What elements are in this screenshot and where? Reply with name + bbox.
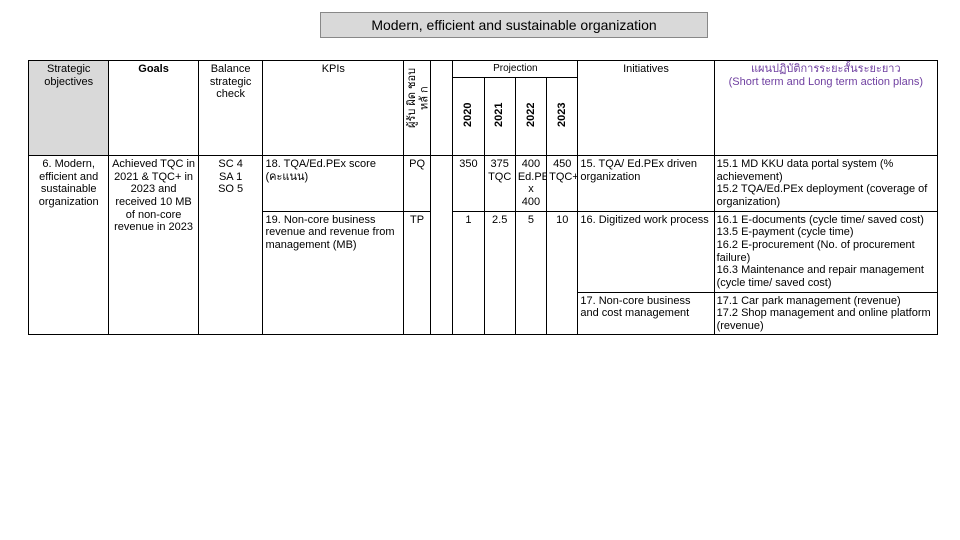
cell-so: 6. Modern, efficient and sustainable org…: [29, 156, 109, 335]
header-row-1: Strategic objectives Goals Balance strat…: [29, 61, 938, 78]
hdr-responsible: ผู้รับ ผิด ชอบหลั ก: [404, 61, 431, 156]
cell-2023b: 10: [547, 211, 578, 335]
hdr-so: Strategic objectives: [29, 61, 109, 156]
cell-2021b: 2.5: [484, 211, 515, 335]
cell-2020a: 350: [453, 156, 484, 212]
cell-blank: [430, 156, 452, 335]
hdr-2021: 2021: [484, 77, 515, 156]
strategy-table: Strategic objectives Goals Balance strat…: [28, 60, 938, 335]
hdr-bsc: Balance strategic check: [198, 61, 263, 156]
cell-2020b: 1: [453, 211, 484, 335]
cell-rot-a: PQ: [404, 156, 431, 212]
cell-2021a: 375 TQC: [484, 156, 515, 212]
cell-bsc: SC 4 SA 1 SO 5: [198, 156, 263, 335]
hdr-projection: Projection: [453, 61, 578, 78]
cell-rot-b: TP: [404, 211, 431, 335]
hdr-2020: 2020: [453, 77, 484, 156]
cell-2022b: 5: [515, 211, 546, 335]
cell-init-3: 17. Non-core business and cost managemen…: [578, 292, 714, 335]
table-row: 6. Modern, efficient and sustainable org…: [29, 156, 938, 212]
cell-init-1: 15. TQA/ Ed.PEx driven organization: [578, 156, 714, 212]
cell-plan-2: 16.1 E-documents (cycle time/ saved cost…: [714, 211, 937, 292]
hdr-initiatives: Initiatives: [578, 61, 714, 156]
hdr-2023: 2023: [547, 77, 578, 156]
cell-init-2: 16. Digitized work process: [578, 211, 714, 292]
cell-plan-1: 15.1 MD KKU data portal system (% achiev…: [714, 156, 937, 212]
hdr-2022: 2022: [515, 77, 546, 156]
page-title: Modern, efficient and sustainable organi…: [320, 12, 708, 38]
cell-plan-3: 17.1 Car park management (revenue) 17.2 …: [714, 292, 937, 335]
cell-kpi-2: 19. Non-core business revenue and revenu…: [263, 211, 404, 335]
hdr-kpis: KPIs: [263, 61, 404, 156]
hdr-goals: Goals: [109, 61, 198, 156]
hdr-blank: [430, 61, 452, 156]
cell-2023a: 450 TQC+: [547, 156, 578, 212]
cell-kpi-1: 18. TQA/Ed.PEx score (คะแนน): [263, 156, 404, 212]
cell-goals: Achieved TQC in 2021 & TQC+ in 2023 and …: [109, 156, 198, 335]
cell-2022a: 400 Ed.PE x 400: [515, 156, 546, 212]
hdr-plans: แผนปฏิบัติการระยะสั้นระยะยาว (Short term…: [714, 61, 937, 156]
